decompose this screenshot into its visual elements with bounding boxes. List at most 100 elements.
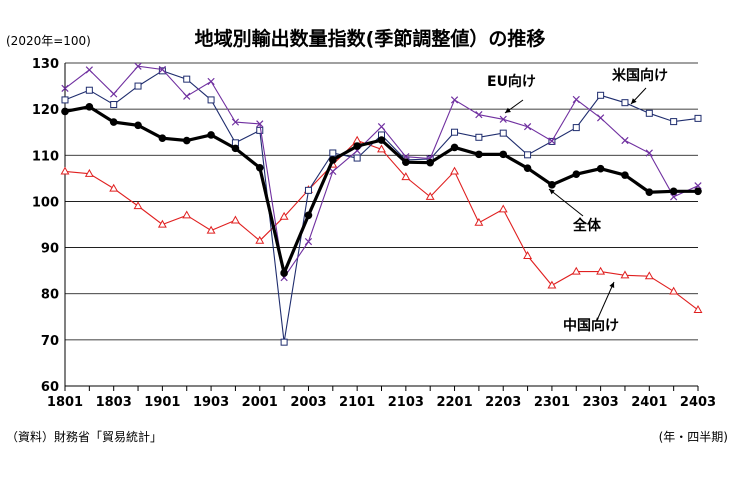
point-x-1901 bbox=[158, 65, 167, 74]
point-x-2202 bbox=[475, 111, 483, 119]
point-square-2302 bbox=[572, 124, 580, 132]
point-dot-2302 bbox=[572, 170, 581, 179]
unit-note: (2020年=100) bbox=[6, 34, 91, 48]
x-tick-label-1903: 1903 bbox=[193, 395, 229, 410]
point-x-2403 bbox=[694, 182, 702, 190]
point-square-1901 bbox=[158, 67, 166, 75]
point-dot-1903 bbox=[207, 131, 215, 139]
point-square-2101 bbox=[353, 154, 361, 162]
point-triangle-2202 bbox=[474, 217, 484, 226]
point-dot-2301 bbox=[548, 181, 556, 189]
point-dot-2103 bbox=[402, 158, 410, 167]
point-dot-2003 bbox=[304, 211, 313, 220]
point-dot-2204 bbox=[523, 164, 532, 173]
point-square-2403 bbox=[694, 114, 702, 122]
point-x-2001 bbox=[256, 120, 264, 128]
point-square-1801 bbox=[61, 96, 69, 104]
point-dot-2101 bbox=[353, 142, 361, 150]
series-layer bbox=[60, 62, 703, 346]
leader-line-triangle bbox=[597, 281, 615, 319]
leader-arrow-square bbox=[505, 107, 511, 113]
point-square-1804 bbox=[134, 82, 142, 90]
y-tick-label-90: 90 bbox=[41, 242, 59, 257]
point-triangle-2201 bbox=[450, 166, 459, 175]
point-dot-2304 bbox=[621, 171, 629, 179]
point-square-2401 bbox=[645, 109, 653, 117]
point-square-2304 bbox=[621, 99, 629, 107]
point-dot-2203 bbox=[499, 150, 508, 159]
point-triangle-2304 bbox=[620, 270, 630, 279]
point-x-2004 bbox=[329, 167, 337, 176]
point-dot-2401 bbox=[645, 188, 654, 196]
chart-title: 地域別輸出数量指数(季節調整値）の推移 bbox=[195, 27, 546, 50]
point-dot-2004 bbox=[329, 156, 337, 164]
point-x-1802 bbox=[85, 66, 93, 74]
x-tick-label-1901: 1901 bbox=[144, 395, 180, 410]
point-square-2402 bbox=[670, 118, 678, 126]
point-dot-1902 bbox=[182, 136, 191, 145]
point-dot-1901 bbox=[158, 134, 167, 143]
point-dot-1904 bbox=[231, 144, 240, 153]
axes: 60 70 80 90 100 110 120 130 1801 1803 1901 1903 2001… bbox=[32, 57, 716, 410]
point-x-1902 bbox=[183, 92, 191, 100]
point-x-1804 bbox=[134, 62, 142, 70]
y-tick-label-60: 60 bbox=[41, 380, 59, 395]
series-label-x: 米国向け bbox=[612, 67, 668, 84]
point-dot-2303 bbox=[596, 164, 605, 173]
point-x-2203 bbox=[499, 115, 507, 123]
point-square-2204 bbox=[524, 151, 532, 159]
series-dot bbox=[61, 103, 702, 279]
point-square-2001 bbox=[256, 126, 264, 134]
x-tick-label-2003: 2003 bbox=[290, 395, 326, 410]
point-triangle-2401 bbox=[644, 271, 654, 280]
point-dot-2202 bbox=[475, 150, 483, 159]
point-x-2304 bbox=[621, 136, 629, 145]
point-triangle-1803 bbox=[109, 183, 119, 192]
point-triangle-2402 bbox=[669, 286, 679, 295]
point-square-2004 bbox=[329, 149, 337, 157]
point-triangle-1902 bbox=[182, 210, 192, 219]
point-dot-2001 bbox=[255, 163, 264, 172]
point-triangle-1801 bbox=[60, 166, 70, 175]
point-x-2302 bbox=[572, 95, 580, 104]
x-tick-label-2103: 2103 bbox=[388, 395, 424, 410]
point-triangle-2303 bbox=[596, 266, 606, 275]
y-tick-label-110: 110 bbox=[32, 149, 59, 164]
y-tick-label-100: 100 bbox=[32, 195, 59, 210]
point-square-2002 bbox=[280, 338, 288, 346]
x-tick-label-2101: 2101 bbox=[339, 395, 375, 410]
point-x-2303 bbox=[596, 114, 605, 122]
point-triangle-2101 bbox=[352, 135, 362, 144]
point-dot-2201 bbox=[450, 143, 459, 152]
point-triangle-2103 bbox=[401, 172, 411, 181]
x-tick-label-2403: 2403 bbox=[680, 395, 716, 410]
point-x-2301 bbox=[548, 137, 556, 145]
y-tick-label-120: 120 bbox=[32, 103, 59, 118]
y-tick-label-130: 130 bbox=[32, 57, 59, 72]
series-line-square bbox=[64, 70, 699, 343]
point-x-2401 bbox=[645, 149, 653, 157]
point-x-1903 bbox=[207, 77, 215, 86]
point-triangle-2302 bbox=[571, 266, 581, 275]
point-dot-2102 bbox=[377, 136, 386, 144]
leader-arrow-x bbox=[631, 98, 637, 104]
x-tick-label-2401: 2401 bbox=[631, 395, 667, 410]
point-triangle-1903 bbox=[206, 225, 216, 234]
point-square-1802 bbox=[85, 86, 93, 94]
x-tick-label-2301: 2301 bbox=[534, 395, 570, 410]
point-dot-1802 bbox=[85, 103, 94, 111]
x-tick-label-2203: 2203 bbox=[485, 395, 521, 410]
series-triangle bbox=[60, 135, 703, 313]
point-triangle-2104 bbox=[425, 191, 435, 200]
series-label-square: EU向け bbox=[487, 73, 536, 90]
point-x-2102 bbox=[377, 123, 386, 131]
point-dot-2402 bbox=[669, 187, 678, 196]
point-dot-2104 bbox=[426, 158, 434, 167]
series-label-dot: 全体 bbox=[572, 217, 602, 234]
point-x-2003 bbox=[304, 237, 313, 246]
leader-arrow-dot bbox=[549, 189, 555, 195]
leader-arrow-triangle bbox=[609, 282, 615, 288]
point-triangle-1804 bbox=[133, 201, 143, 210]
